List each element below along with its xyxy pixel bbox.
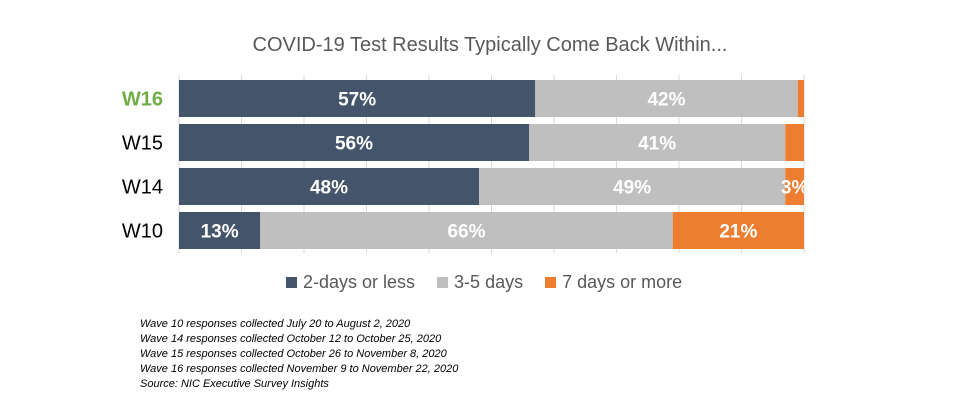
legend-swatch-3-5-days <box>437 277 449 288</box>
note-wave-10: Wave 10 responses collected July 20 to A… <box>140 318 411 330</box>
data-label: 48% <box>310 178 348 199</box>
data-label: 66% <box>447 222 485 243</box>
bar-segment <box>785 124 804 161</box>
data-label: 3% <box>781 178 809 199</box>
legend: 2-days or less 3-5 days 7 days or more <box>286 272 704 293</box>
legend-item-3-5-days: 3-5 days <box>437 272 523 293</box>
bar-segment <box>179 80 536 117</box>
data-label: 41% <box>638 134 676 155</box>
legend-label-2-days: 2-days or less <box>303 272 416 292</box>
category-label: W10 <box>122 221 163 243</box>
footnotes: Wave 10 responses collected July 20 to A… <box>140 317 458 392</box>
bar-segment <box>535 80 798 117</box>
legend-swatch-2-days <box>286 277 297 288</box>
note-wave-14: Wave 14 responses collected October 12 t… <box>140 333 442 345</box>
bar-segment <box>529 124 786 161</box>
bar-segment <box>179 212 261 249</box>
bar-segment <box>672 212 804 249</box>
chart-title: COVID-19 Test Results Typically Come Bac… <box>252 34 728 56</box>
data-label: 56% <box>335 134 373 155</box>
data-labels: 57% 42% 56% 41% 48% 49% 3% 13% 66% 21% <box>201 90 809 243</box>
data-label: 21% <box>719 222 757 243</box>
data-label: 49% <box>613 178 651 199</box>
bars <box>179 80 804 249</box>
bar-segment <box>797 80 804 117</box>
category-label: W16 <box>122 89 163 111</box>
bar-segment <box>479 168 786 205</box>
legend-item-2-days: 2-days or less <box>286 272 415 293</box>
bar-segment <box>179 124 529 161</box>
bar-segment <box>785 168 804 205</box>
data-label: 13% <box>201 222 239 243</box>
category-labels: W16 W15 W14 W10 <box>122 89 163 243</box>
note-wave-15: Wave 15 responses collected October 26 t… <box>140 348 447 360</box>
note-wave-16: Wave 16 responses collected November 9 t… <box>140 363 459 375</box>
category-label: W14 <box>122 177 163 199</box>
data-label: 42% <box>647 90 685 111</box>
legend-label-7-days: 7 days or more <box>562 272 683 292</box>
bar-segment <box>179 168 479 205</box>
legend-swatch-7-days <box>545 277 557 288</box>
legend-label-3-5-days: 3-5 days <box>454 272 524 292</box>
bar-segment <box>260 212 673 249</box>
data-label: 57% <box>338 90 376 111</box>
legend-item-7-days: 7 days or more <box>545 272 682 293</box>
category-label: W15 <box>122 133 163 155</box>
note-source: Source: NIC Executive Survey Insights <box>140 378 329 390</box>
